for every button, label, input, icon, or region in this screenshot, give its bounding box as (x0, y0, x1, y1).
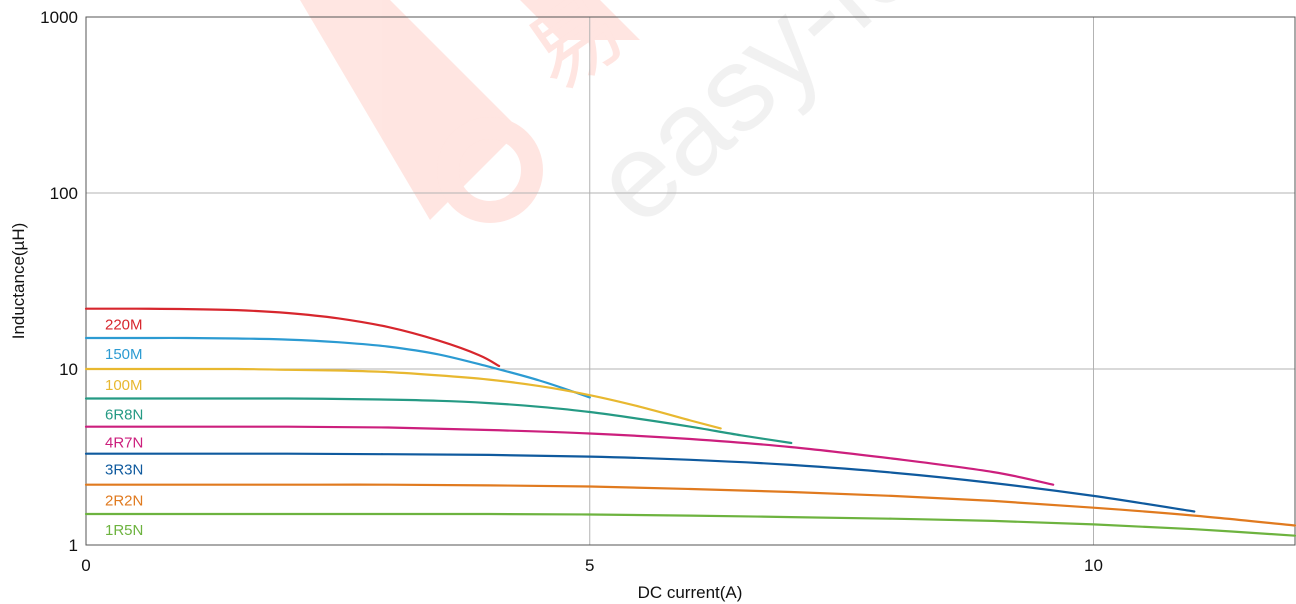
x-tick-label: 0 (81, 556, 90, 575)
series-line-6r8n (84, 397, 793, 445)
series-line-4r7n (84, 425, 1055, 486)
series-label-4r7n: 4R7N (105, 435, 143, 452)
series-label-150m: 150M (105, 346, 143, 363)
series-labels: 220M 150M 100M 6R8N 4R7N 3R3N 2R2N 1R5N (105, 317, 143, 539)
watermark-logo-band-2 (520, 0, 640, 40)
series-line-2r2n (84, 483, 1296, 527)
watermark-logo-dot (437, 117, 543, 223)
series-line-100m (84, 367, 722, 430)
y-tick-label: 1 (69, 536, 78, 555)
series-label-6r8n: 6R8N (105, 406, 143, 423)
watermark: 易 easy-ic. (300, 0, 965, 249)
series-label-3r3n: 3R3N (105, 462, 143, 479)
y-tick-labels: 1 10 100 1000 (40, 8, 78, 555)
watermark-chinese: 易 (510, 0, 641, 110)
series-line-220m (84, 307, 501, 368)
watermark-logo-band (300, 0, 520, 220)
series-label-2r2n: 2R2N (105, 493, 143, 510)
y-tick-label: 10 (59, 360, 78, 379)
series-label-1r5n: 1R5N (105, 522, 143, 539)
y-axis-label: Inductance(µH) (9, 223, 28, 340)
x-axis-label: DC current(A) (638, 583, 743, 602)
series-line-150m (84, 336, 591, 399)
series-lines (84, 307, 1296, 537)
series-line-1r5n (84, 512, 1296, 537)
y-tick-label: 1000 (40, 8, 78, 27)
series-label-100m: 100M (105, 377, 143, 394)
x-tick-labels: 0 5 10 (81, 556, 1103, 575)
plot-frame (85, 16, 1296, 546)
series-label-220m: 220M (105, 317, 143, 334)
x-tick-label: 10 (1084, 556, 1103, 575)
x-tick-label: 5 (585, 556, 594, 575)
series-line-3r3n (84, 452, 1196, 513)
y-tick-label: 100 (50, 184, 78, 203)
